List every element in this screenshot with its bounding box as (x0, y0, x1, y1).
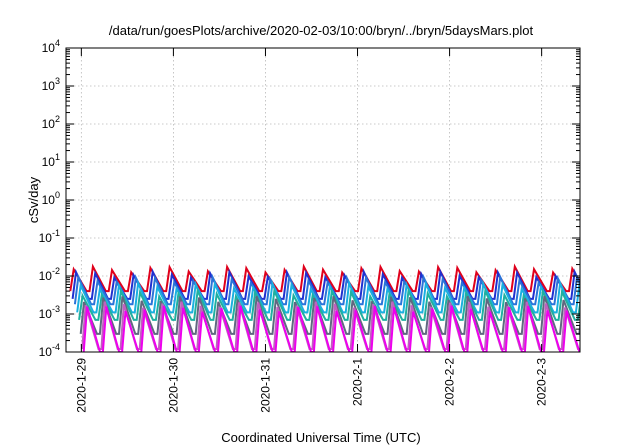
plot-area (69, 263, 580, 352)
chart-title: /data/run/goesPlots/archive/2020-02-03/1… (109, 23, 534, 38)
axis-ticks: 10-4 10-3 10-2 10-1 100 101 102 103 104 2020-1-29… (39, 38, 580, 413)
y-tick-label: 10-4 (39, 342, 60, 359)
y-tick-label: 10-3 (39, 304, 60, 321)
y-tick-label: 103 (42, 76, 60, 93)
y-axis-label: cSv/day (26, 176, 41, 223)
series-line (73, 273, 580, 306)
x-axis-label: Coordinated Universal Time (UTC) (221, 430, 420, 445)
y-tick-label: 10-1 (39, 228, 60, 245)
y-tick-label: 101 (42, 152, 60, 169)
x-tick-label: 2020-1-29 (74, 358, 88, 413)
x-tick-label: 2020-1-31 (258, 358, 272, 413)
y-tick-label: 10-2 (39, 266, 60, 283)
series-line (76, 279, 580, 314)
x-tick-label: 2020-1-30 (166, 358, 180, 413)
x-tick-label: 2020-2-3 (535, 358, 549, 406)
x-tick-label: 2020-2-2 (443, 358, 457, 406)
y-tick-label: 104 (42, 38, 60, 55)
y-tick-label: 102 (42, 114, 60, 131)
x-tick-label: 2020-2-1 (351, 358, 365, 406)
y-tick-label: 100 (42, 190, 60, 207)
series-line (82, 305, 580, 352)
